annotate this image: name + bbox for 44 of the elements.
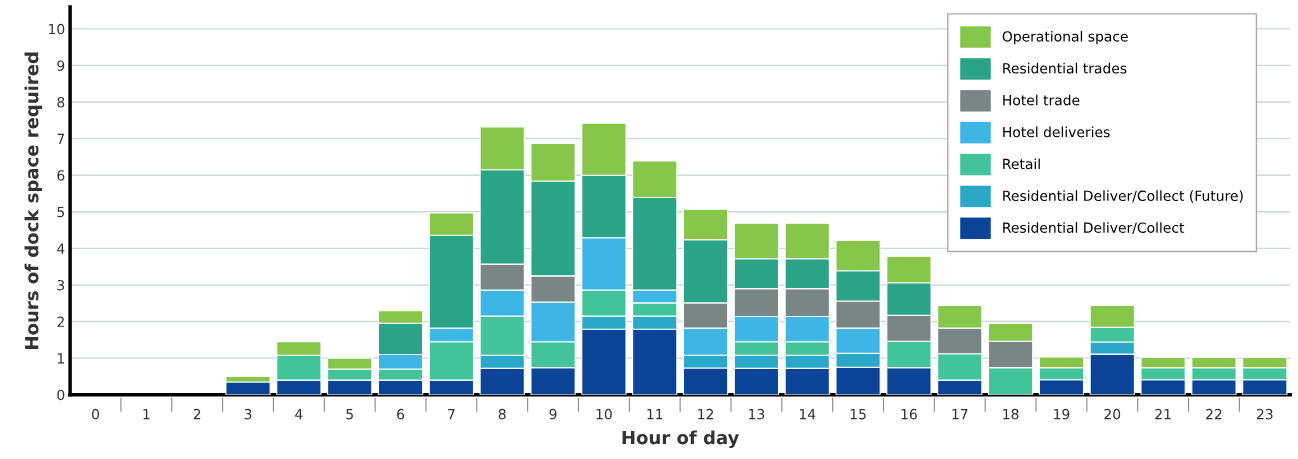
y-tick-label: 6 [57,170,65,181]
x-tick-label: 18 [1003,408,1019,420]
x-tick-label: 20 [1104,408,1121,420]
legend-label: Retail [1003,158,1040,170]
y-axis-title: Hours of dock space required [24,52,42,349]
x-tick-label: 23 [1256,408,1273,420]
x-tick-label: 13 [749,408,765,420]
y-tick-label: 8 [57,96,65,108]
x-tick-label: 8 [498,408,506,420]
x-tick-label: 6 [397,408,405,420]
y-tick-label: 9 [57,60,65,71]
x-tick-label: 0 [92,408,100,420]
x-tick-label: 12 [698,408,714,420]
x-tick-label: 4 [295,409,303,420]
y-tick-label: 5 [57,206,65,218]
x-tick-label: 11 [647,409,663,420]
x-tick-label: 14 [799,409,816,420]
y-tick-label: 1 [57,353,64,364]
y-tick-label: 0 [57,389,65,401]
y-tick-label: 2 [57,316,64,327]
x-tick-label: 22 [1206,408,1222,420]
legend-label: Hotel trade [1003,94,1080,106]
legend-label: Residential Deliver/Collect [1003,222,1185,235]
legend-label: Residential Deliver/Collect (Future) [1003,190,1243,203]
x-tick-label: 9 [549,408,557,420]
x-tick-label: 15 [850,409,866,420]
x-tick-label: 10 [596,408,612,420]
x-tick-label: 2 [193,408,201,420]
legend-label: Hotel deliveries [1003,126,1110,138]
x-tick-label: 16 [901,408,917,420]
x-tick-label: 21 [1155,408,1171,420]
x-tick-label: 19 [1054,408,1070,420]
x-axis-title: Hour of day [622,430,740,449]
x-tick-label: 3 [244,408,252,420]
x-tick-label: 7 [448,409,455,420]
legend-label: Residential trades [1003,62,1127,74]
y-tick-label: 7 [57,133,65,144]
y-tick-label: 10 [49,23,65,35]
x-tick-label: 1 [143,409,150,420]
y-tick-label: 3 [57,279,65,291]
x-tick-label: 5 [346,409,353,420]
legend-label: Operational space [1002,30,1128,45]
x-tick-label: 17 [952,409,968,420]
y-tick-label: 4 [57,243,65,254]
